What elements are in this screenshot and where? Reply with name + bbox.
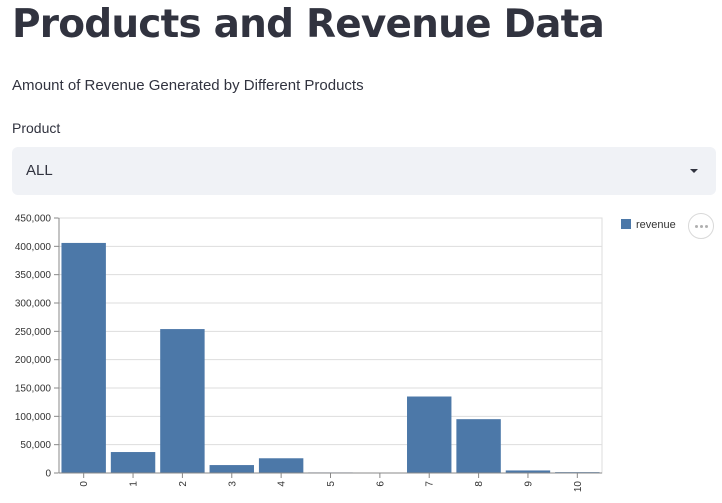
x-tick-label: 8 bbox=[474, 481, 485, 487]
y-tick-label: 300,000 bbox=[15, 299, 52, 310]
bar-product-3 bbox=[209, 465, 254, 473]
y-tick-label: 250,000 bbox=[15, 327, 52, 338]
x-tick-label: 6 bbox=[375, 481, 386, 487]
x-tick-label: 2 bbox=[178, 481, 189, 487]
y-tick-label: 450,000 bbox=[15, 214, 52, 225]
bar-product-2 bbox=[160, 329, 205, 473]
x-tick-label: 7 bbox=[425, 481, 436, 487]
x-tick-label: 4 bbox=[277, 481, 288, 487]
dot-icon bbox=[695, 225, 698, 228]
bar-product-4 bbox=[258, 458, 304, 473]
dot-icon bbox=[700, 225, 703, 228]
y-tick-label: 350,000 bbox=[15, 270, 52, 281]
bar-product-8 bbox=[456, 419, 501, 473]
plot-frame bbox=[58, 217, 603, 474]
y-tick-label: 100,000 bbox=[15, 412, 52, 423]
bar-product-0 bbox=[61, 242, 106, 473]
page-title: Products and Revenue Data bbox=[12, 2, 605, 47]
bar-product-1 bbox=[110, 452, 156, 473]
product-select-label: Product bbox=[12, 120, 61, 136]
revenue-bar-chart: 0 50,000 100,000 150,000 200,000 250,000 300,0… bbox=[0, 205, 722, 503]
dot-icon bbox=[705, 225, 708, 228]
legend-swatch bbox=[621, 219, 631, 229]
chart-canvas: 0 50,000 100,000 150,000 200,000 250,000 300,0… bbox=[15, 214, 676, 493]
legend-label: revenue bbox=[636, 219, 676, 231]
page-subtitle: Amount of Revenue Generated by Different… bbox=[12, 77, 364, 94]
bar-product-7 bbox=[407, 396, 452, 473]
y-tick-label: 150,000 bbox=[15, 384, 52, 395]
x-tick-label: 0 bbox=[79, 481, 90, 487]
bar-product-9 bbox=[505, 470, 551, 473]
x-tick-label: 9 bbox=[523, 481, 534, 487]
product-select-value: ALL bbox=[26, 162, 53, 179]
y-tick-label: 50,000 bbox=[20, 440, 51, 451]
x-tick-label: 1 bbox=[129, 481, 140, 487]
x-tick-label: 5 bbox=[326, 481, 337, 487]
y-tick-label: 0 bbox=[45, 469, 51, 480]
product-select[interactable]: ALL bbox=[12, 147, 716, 195]
y-tick-label: 400,000 bbox=[15, 242, 52, 253]
x-tick-label: 3 bbox=[227, 481, 238, 487]
y-tick-label: 200,000 bbox=[15, 355, 52, 366]
chart-actions-button[interactable] bbox=[688, 213, 714, 239]
chevron-down-icon bbox=[690, 169, 698, 173]
x-tick-label: 10 bbox=[573, 481, 584, 493]
